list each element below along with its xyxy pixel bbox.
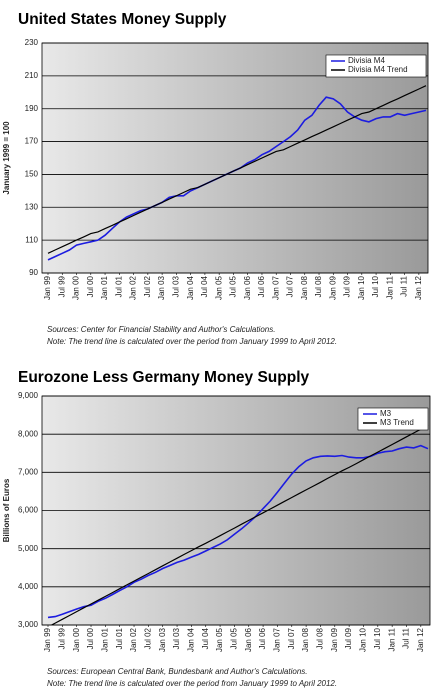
x-tick-label: Jan 02 [129, 275, 138, 300]
x-tick-label: Jul 08 [316, 627, 325, 649]
x-tick-label: Jan 09 [330, 627, 339, 652]
x-tick-label: Jan 10 [357, 275, 366, 300]
x-tick-label: Jul 08 [314, 275, 323, 297]
x-tick-label: Jan 04 [186, 275, 195, 300]
note: Note: The trend line is calculated over … [47, 337, 337, 346]
x-tick-label: Jul 04 [200, 275, 209, 297]
series-line [47, 85, 427, 254]
y-tick-label: 190 [25, 104, 39, 113]
series-line [50, 424, 429, 625]
x-tick-label: Jan 07 [271, 275, 280, 300]
x-tick-label: Jul 00 [86, 275, 95, 297]
x-tick-label: Jan 12 [416, 627, 425, 652]
y-tick-label: 90 [29, 268, 38, 277]
x-tick-label: Jan 01 [100, 275, 109, 300]
x-tick-label: Jan 08 [300, 275, 309, 300]
y-tick-label: 210 [25, 71, 39, 80]
x-tick-label: Jan 00 [72, 275, 81, 300]
legend-label: Divisia M4 Trend [348, 65, 408, 74]
x-tick-label: Jan 12 [414, 275, 423, 300]
plot-border [41, 42, 429, 274]
note: Note: The trend line is calculated over … [47, 679, 337, 688]
x-tick-label: Jan 11 [387, 627, 396, 651]
x-tick-label: Jul 03 [171, 275, 180, 297]
y-tick-label: 230 [25, 38, 39, 47]
y-tick-label: 4,000 [18, 582, 39, 591]
legend-box [325, 54, 427, 78]
y-tick-label: 6,000 [18, 506, 39, 515]
y-tick-label: 3,000 [18, 620, 39, 629]
x-tick-label: Jan 00 [72, 627, 81, 652]
legend-label: Divisia M4 [348, 56, 385, 65]
y-axis-label: Billions of Euros [2, 478, 11, 542]
x-tick-label: Jul 11 [400, 275, 409, 296]
x-tick-label: Jan 99 [43, 627, 52, 652]
x-tick-label: Jul 05 [230, 627, 239, 649]
x-tick-label: Jan 03 [157, 275, 166, 300]
x-tick-label: Jul 05 [229, 275, 238, 297]
x-tick-label: Jan 99 [43, 275, 52, 300]
x-tick-label: Jul 02 [143, 275, 152, 297]
series-line [47, 444, 429, 619]
x-tick-label: Jul 01 [115, 627, 124, 649]
x-tick-label: Jan 07 [273, 627, 282, 652]
sources: Sources: European Central Bank, Bundesba… [47, 667, 308, 676]
x-tick-label: Jul 06 [258, 627, 267, 649]
y-tick-label: 8,000 [18, 429, 39, 438]
x-tick-label: Jan 01 [100, 627, 109, 652]
x-tick-label: Jul 99 [57, 275, 66, 297]
chart-title: Eurozone Less Germany Money Supply [18, 369, 310, 386]
y-tick-label: 110 [25, 235, 38, 244]
x-tick-label: Jul 07 [287, 627, 296, 649]
x-tick-label: Jan 11 [385, 275, 394, 299]
x-tick-label: Jul 10 [373, 627, 382, 649]
x-tick-label: Jul 00 [86, 627, 95, 649]
x-tick-label: Jan 06 [244, 627, 253, 652]
x-tick-label: Jul 01 [114, 275, 123, 297]
sources: Sources: Center for Financial Stability … [47, 325, 275, 334]
x-tick-label: Jul 07 [286, 275, 295, 297]
legend-label: M3 [380, 409, 392, 418]
x-tick-label: Jul 03 [172, 627, 181, 649]
chart-title: United States Money Supply [18, 11, 227, 28]
x-tick-label: Jan 08 [301, 627, 310, 652]
x-tick-label: Jul 04 [201, 627, 210, 649]
plot-border [41, 395, 431, 626]
x-tick-label: Jan 05 [215, 627, 224, 652]
x-tick-label: Jul 10 [371, 275, 380, 297]
x-tick-label: Jul 02 [143, 627, 152, 649]
x-tick-label: Jan 09 [328, 275, 337, 300]
y-axis-label: January 1999 = 100 [2, 121, 11, 195]
legend-label: M3 Trend [380, 418, 414, 427]
x-tick-label: Jan 02 [129, 627, 138, 652]
x-tick-label: Jan 03 [158, 627, 167, 652]
x-tick-label: Jul 09 [344, 627, 353, 649]
x-tick-label: Jan 10 [359, 627, 368, 652]
y-tick-label: 130 [25, 202, 39, 211]
x-tick-label: Jul 11 [402, 627, 411, 648]
x-tick-label: Jan 06 [243, 275, 252, 300]
y-tick-label: 9,000 [18, 391, 39, 400]
y-tick-label: 150 [25, 170, 39, 179]
x-tick-label: Jan 04 [187, 627, 196, 652]
y-tick-label: 170 [25, 137, 39, 146]
x-tick-label: Jul 09 [343, 275, 352, 297]
y-tick-label: 5,000 [18, 544, 39, 553]
y-tick-label: 7,000 [18, 467, 39, 476]
x-tick-label: Jan 05 [214, 275, 223, 300]
x-tick-label: Jul 06 [257, 275, 266, 297]
x-tick-label: Jul 99 [57, 627, 66, 649]
